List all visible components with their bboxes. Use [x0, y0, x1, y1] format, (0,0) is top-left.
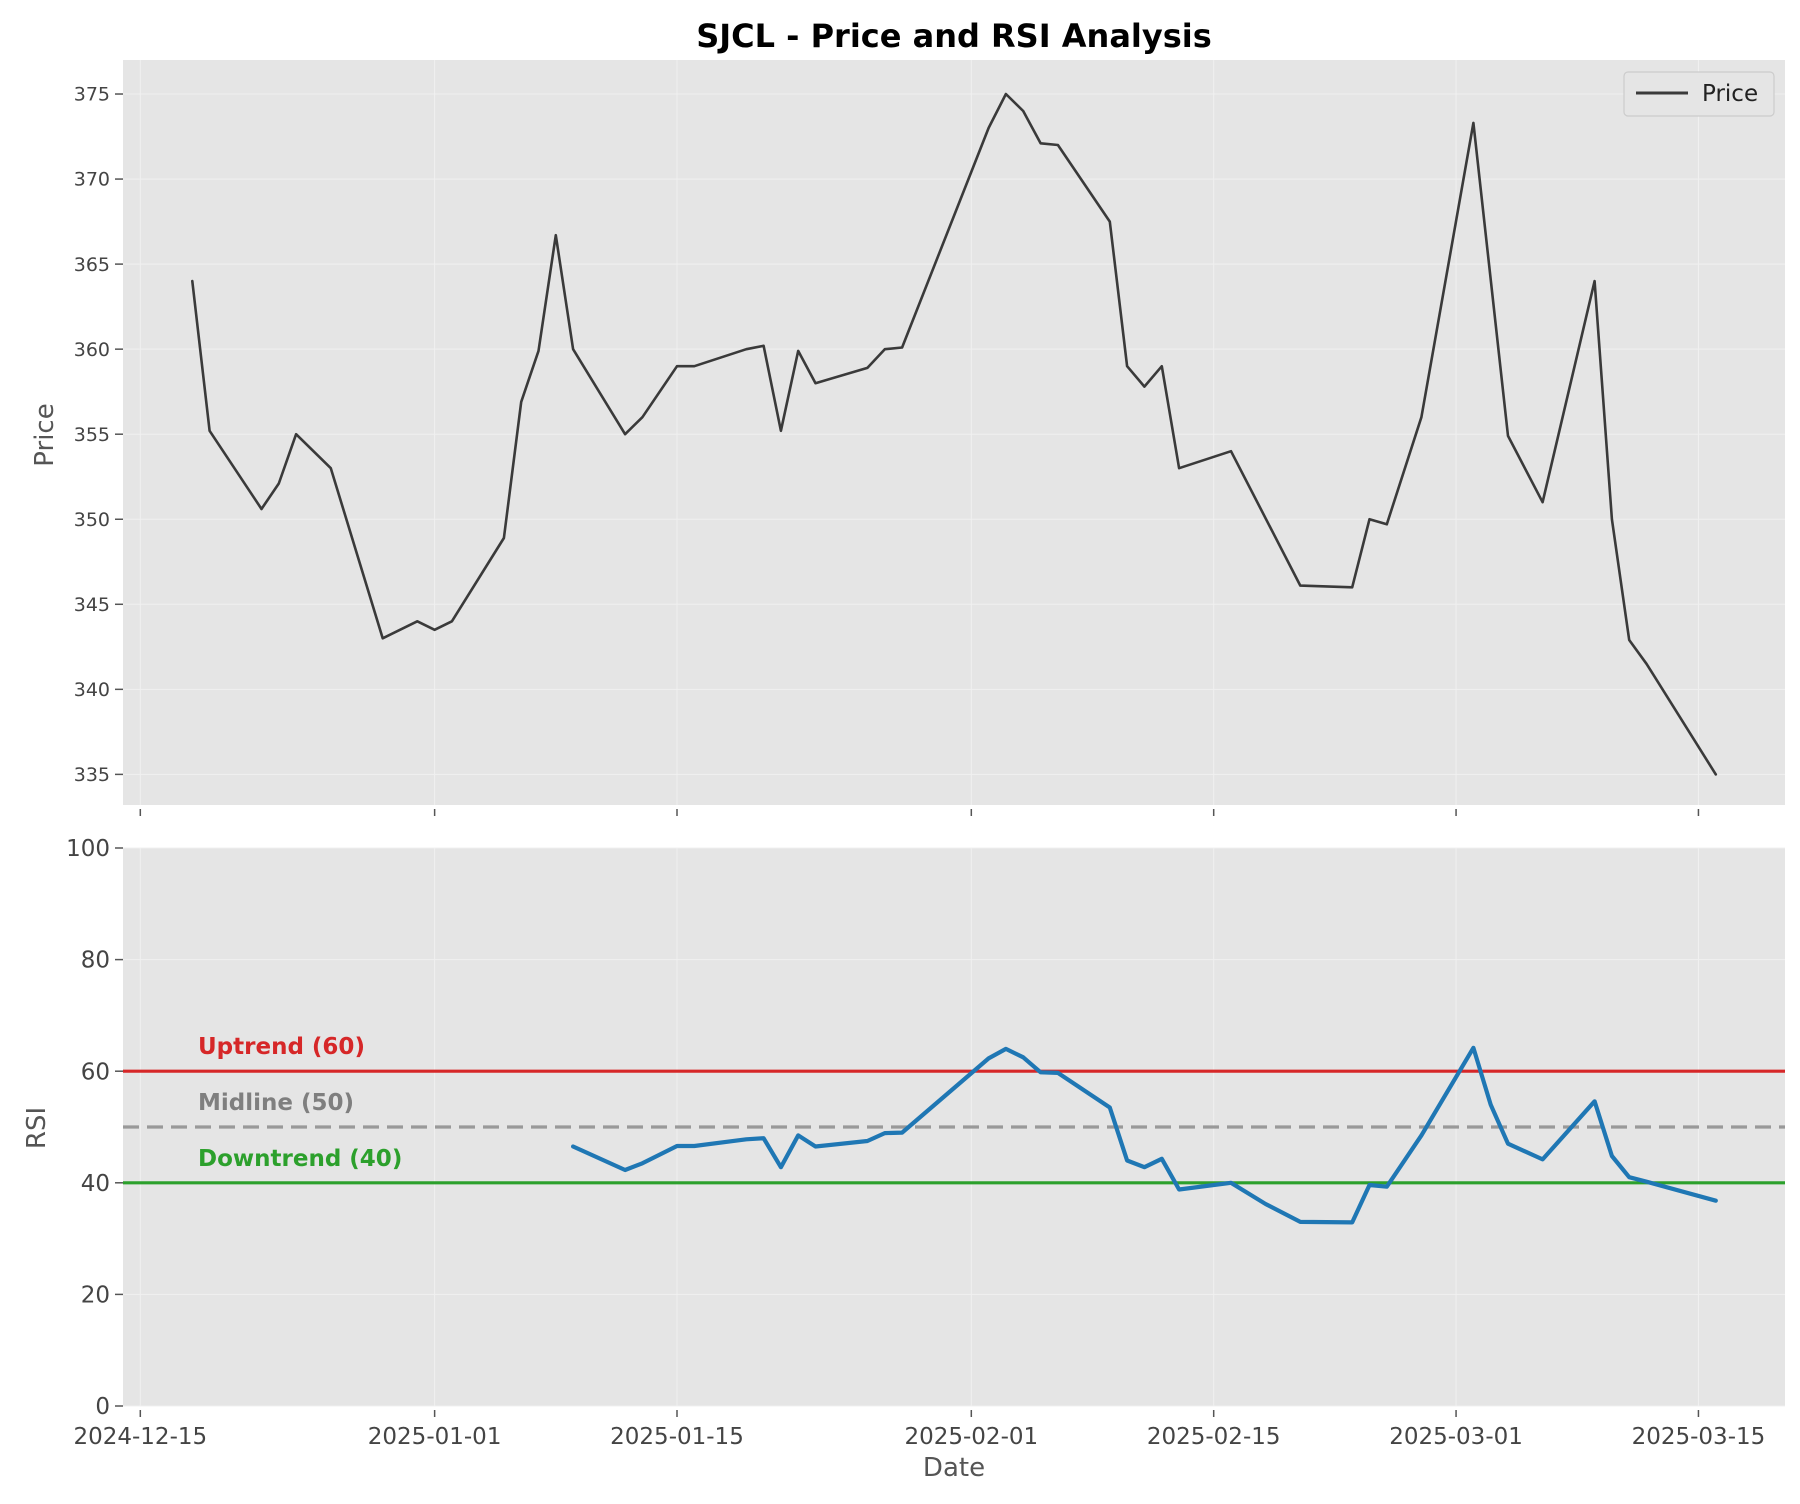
rsi-reference-lines: Uptrend (60) Midline (50) Downtrend (40) [123, 1034, 1785, 1185]
x-tick-label: 2025-02-15 [1147, 1424, 1281, 1450]
x-tick-label: 2024-12-15 [73, 1424, 207, 1450]
rsi-x-ticks: 2024-12-15 2025-01-01 2025-01-15 2025-02-01… [73, 1410, 1765, 1450]
x-tick-label: 2025-03-15 [1632, 1424, 1766, 1450]
rsi-y-tick-label: 80 [81, 948, 110, 974]
price-y-tick-label: 345 [74, 594, 110, 616]
price-series-line [191, 92, 1718, 776]
price-y-tick-label: 335 [74, 764, 110, 786]
legend-entry-price: Price [1702, 81, 1758, 107]
legend-box [1623, 71, 1775, 117]
price-y-tick-label: 360 [74, 339, 110, 361]
price-y-ticks: 335 340 345 350 355 360 365 370 375 [74, 84, 123, 786]
x-tick-label: 2025-03-01 [1389, 1424, 1523, 1450]
price-y-tick-label: 365 [74, 254, 110, 276]
price-y-tick-label: 375 [74, 84, 110, 106]
price-legend: Price [1623, 71, 1775, 117]
price-panel: 335 340 345 350 355 360 365 370 375 Price Price [30, 60, 1785, 816]
rsi-y-tick-label: 0 [95, 1394, 110, 1420]
price-y-axis-label: Price [30, 403, 60, 466]
rsi-panel: 0 20 40 60 80 100 2024-12-15 2025-01-01 2025-01… [22, 836, 1785, 1483]
reference-line-label: Downtrend (40) [198, 1146, 402, 1172]
x-tick-label: 2025-01-15 [610, 1424, 744, 1450]
rsi-y-tick-label: 40 [81, 1171, 110, 1197]
x-tick-label: 2025-01-01 [368, 1424, 502, 1450]
x-tick-label: 2025-02-01 [904, 1424, 1038, 1450]
rsi-y-tick-label: 60 [81, 1059, 110, 1085]
price-y-tick-label: 350 [74, 509, 110, 531]
rsi-series-line [571, 1045, 1718, 1225]
x-axis-label: Date [923, 1453, 985, 1483]
price-y-tick-label: 370 [74, 169, 110, 191]
price-y-tick-label: 340 [74, 679, 110, 701]
rsi-y-tick-label: 100 [66, 836, 110, 862]
price-series-group [191, 92, 1718, 776]
price-panel-background [123, 60, 1785, 805]
price-x-tick-marks [139, 809, 1700, 816]
rsi-series-group [571, 1045, 1718, 1225]
rsi-y-ticks: 0 20 40 60 80 100 [66, 836, 123, 1420]
reference-line-label: Uptrend (60) [198, 1034, 365, 1060]
rsi-y-axis-label: RSI [22, 1107, 52, 1149]
chart-title: SJCL - Price and RSI Analysis [696, 17, 1212, 55]
price-y-tick-label: 355 [74, 424, 110, 446]
rsi-y-tick-label: 20 [81, 1282, 110, 1308]
reference-line-label: Midline (50) [198, 1090, 354, 1116]
price-grid [123, 60, 1785, 805]
